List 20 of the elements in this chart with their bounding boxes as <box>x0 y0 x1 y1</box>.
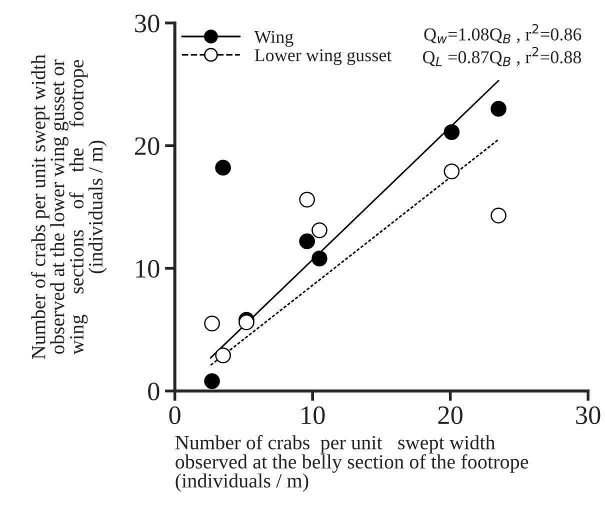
y-tick-label: 10 <box>136 260 160 278</box>
legend-label: Wing <box>254 30 294 47</box>
x-axis-title: Number of crabs per unit swept width observed at the belly section of the footrope (individuals / m) <box>175 435 528 492</box>
point <box>215 160 231 176</box>
annotation: Q$_{L}$ =0.87Q$_{B}$ , r$^{2}$=0.88 <box>422 46 582 66</box>
x-tick-label: 30 <box>576 406 600 424</box>
legend-label: Lower wing gusset <box>254 49 392 66</box>
point <box>299 233 315 250</box>
point <box>204 373 220 390</box>
y-axis-title: Number of crabs per unit swept width observed at the lower wing gusset or wing sections of the footrope (individuals / m) <box>30 54 107 360</box>
point <box>312 250 328 266</box>
x-tick-label: 20 <box>438 406 463 424</box>
y-tick-label: 0 <box>148 382 160 400</box>
point <box>444 124 460 140</box>
annotation: Q$_{w}$=1.08Q$_{B}$ , r$^{2}$=0.86 <box>424 24 582 44</box>
y-tick-label: 20 <box>135 137 160 156</box>
point <box>490 100 506 117</box>
y-tick-label: 30 <box>135 14 160 32</box>
x-tick-label: 10 <box>302 406 325 424</box>
x-tick-label: 0 <box>169 406 180 424</box>
